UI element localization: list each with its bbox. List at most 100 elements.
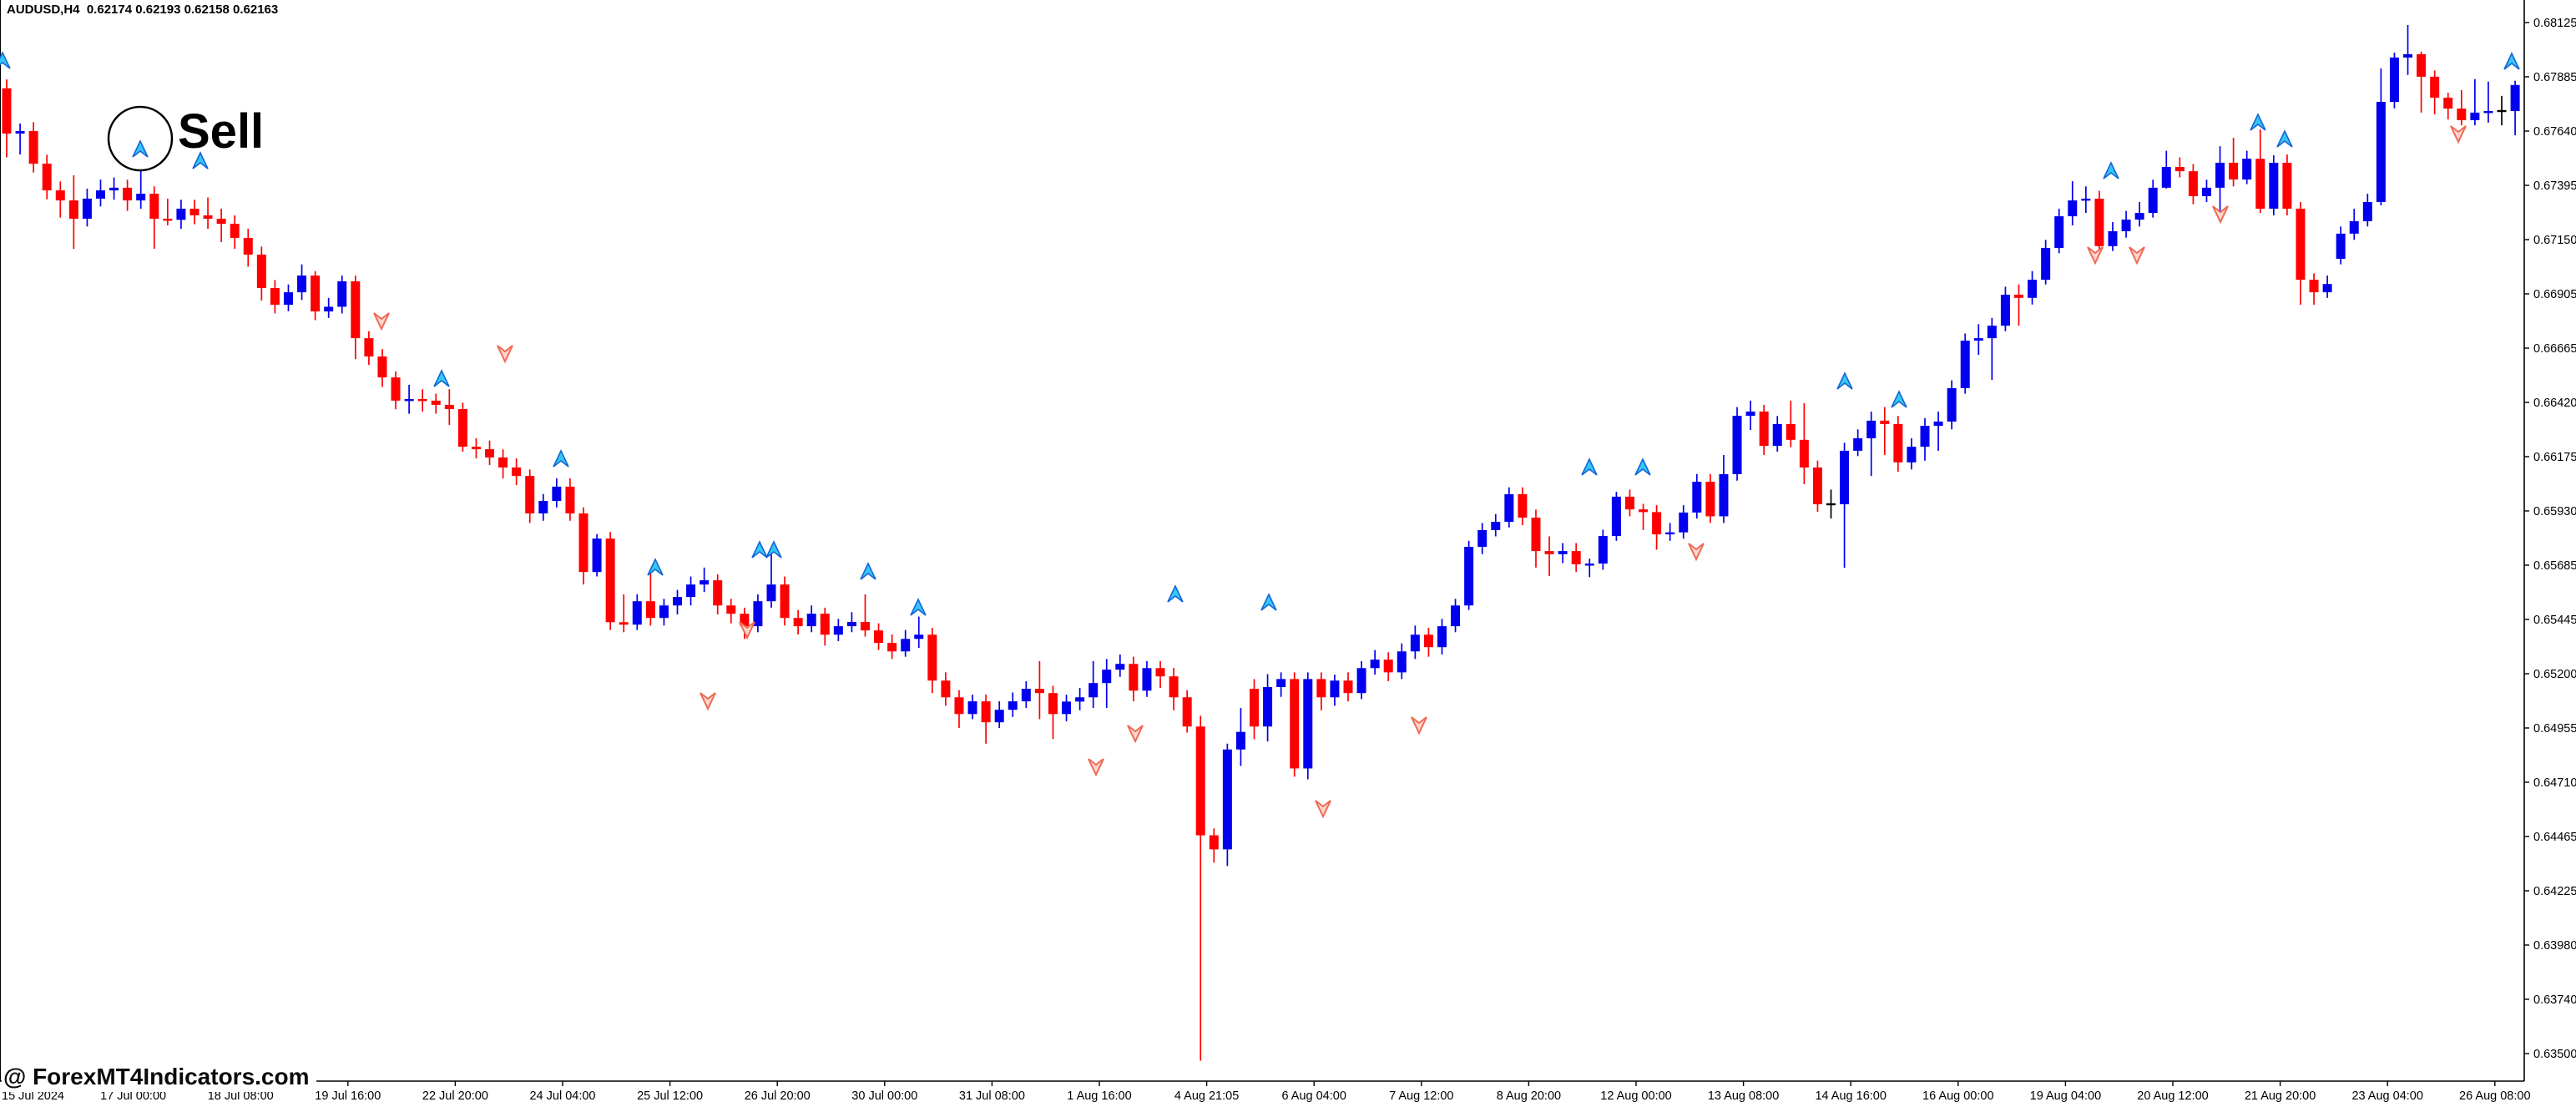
- candle: [981, 695, 991, 744]
- candle: [1759, 404, 1769, 456]
- price-axis-label: 0.65200: [2533, 668, 2576, 681]
- candle: [1235, 708, 1245, 766]
- candle: [1048, 685, 1058, 740]
- candle: [297, 264, 307, 301]
- candle: [2443, 93, 2453, 120]
- up-arrow-icon: [2103, 161, 2119, 179]
- candle: [700, 567, 710, 593]
- candle: [2134, 201, 2144, 227]
- price-axis-label: 0.67395: [2533, 179, 2576, 193]
- candle: [1290, 672, 1300, 777]
- candle: [2376, 68, 2386, 205]
- candle: [82, 188, 92, 227]
- candle: [565, 478, 575, 521]
- candle: [1356, 661, 1366, 700]
- candle: [1893, 416, 1903, 473]
- candle: [874, 623, 884, 650]
- candle: [1383, 652, 1393, 682]
- candle: [1705, 473, 1715, 523]
- candle: [2242, 150, 2252, 184]
- candle: [1987, 317, 1997, 381]
- candle: [619, 594, 629, 633]
- down-arrow-icon: [2212, 205, 2229, 225]
- candle: [2497, 95, 2507, 126]
- candle: [2296, 201, 2306, 306]
- time-axis-label: 13 Aug 08:00: [1708, 1089, 1779, 1103]
- candle: [1611, 492, 1621, 541]
- candle: [1115, 655, 1125, 677]
- candle: [1933, 411, 1943, 451]
- candle: [42, 154, 52, 200]
- candle: [1142, 661, 1152, 697]
- up-arrow-icon: [910, 598, 927, 616]
- price-axis-label: 0.65445: [2533, 614, 2576, 627]
- down-arrow-icon: [739, 621, 755, 640]
- candle: [1826, 489, 1836, 519]
- candle: [1303, 672, 1313, 780]
- watermark: @ ForexMT4Indicators.com: [2, 1062, 316, 1092]
- candle: [230, 215, 240, 250]
- candle: [1464, 540, 1474, 610]
- time-axis-label: 30 Jul 00:00: [851, 1089, 917, 1103]
- up-arrow-icon: [860, 562, 876, 580]
- candle: [1423, 627, 1433, 657]
- candle: [726, 599, 736, 624]
- candle: [645, 572, 655, 626]
- candle: [1129, 656, 1139, 702]
- candle: [659, 599, 669, 626]
- candle: [391, 371, 401, 410]
- candle: [1920, 417, 1930, 461]
- candle: [1021, 681, 1031, 709]
- candle: [2188, 164, 2198, 205]
- candle: [1544, 536, 1554, 577]
- candle: [780, 576, 790, 626]
- candle: [1907, 437, 1917, 470]
- candle: [2483, 81, 2493, 123]
- candle: [163, 198, 173, 225]
- candle: [833, 619, 843, 641]
- candle: [270, 280, 280, 314]
- candle: [471, 437, 481, 459]
- candles-layer: [2, 24, 2520, 1061]
- time-axis-label: 26 Jul 20:00: [745, 1089, 811, 1103]
- time-axis-label: 20 Aug 12:00: [2137, 1089, 2208, 1103]
- time-axis-label: 23 Aug 04:00: [2351, 1089, 2422, 1103]
- down-arrow-icon: [1411, 716, 1427, 735]
- candle: [95, 179, 105, 207]
- up-arrow-icon: [132, 139, 149, 158]
- candle: [1665, 523, 1675, 541]
- chart-symbol-ohlc-title: AUDUSD,H4 0.62174 0.62193 0.62158 0.6216…: [7, 3, 279, 17]
- candle: [15, 123, 25, 155]
- candle: [1410, 625, 1420, 660]
- candle: [311, 270, 321, 321]
- candle: [1786, 400, 1796, 447]
- time-axis-label: 4 Aug 21:05: [1174, 1089, 1239, 1103]
- candle: [914, 616, 924, 648]
- candle: [1692, 473, 1702, 519]
- candle: [2041, 240, 2051, 285]
- price-axis-label: 0.67150: [2533, 234, 2576, 247]
- down-arrow-icon: [497, 345, 513, 364]
- candle: [351, 275, 361, 360]
- candle: [2068, 181, 2078, 225]
- candle: [1624, 489, 1634, 517]
- candle: [1250, 679, 1260, 740]
- time-axis-label: 1 Aug 16:00: [1067, 1089, 1131, 1103]
- candle: [1330, 675, 1340, 706]
- candle: [1745, 400, 1755, 431]
- chart-border: [0, 0, 2525, 1082]
- price-axis-label: 0.66420: [2533, 397, 2576, 410]
- candle: [1343, 672, 1353, 702]
- time-axis-label: 17 Jul 00:00: [100, 1089, 166, 1103]
- candle: [2470, 78, 2480, 126]
- candle: [457, 402, 467, 452]
- candle: [364, 331, 374, 366]
- down-arrow-icon: [2129, 246, 2145, 265]
- price-axis-label: 0.66175: [2533, 451, 2576, 464]
- price-axis-label: 0.63980: [2533, 939, 2576, 953]
- candle: [1169, 668, 1179, 710]
- candle: [377, 349, 387, 387]
- candle: [1209, 828, 1219, 863]
- time-axis-label: 19 Jul 16:00: [315, 1089, 381, 1103]
